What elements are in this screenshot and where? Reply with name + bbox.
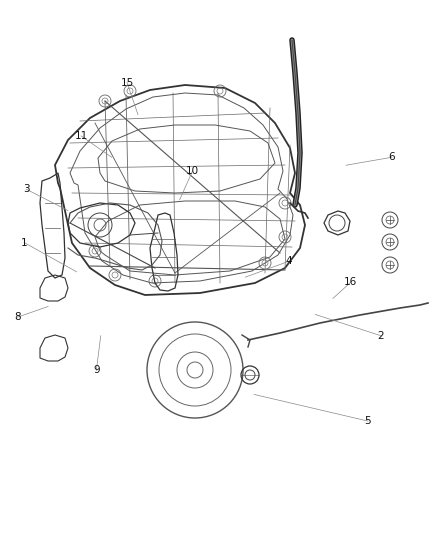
Text: 3: 3 [23, 184, 30, 194]
Text: 6: 6 [389, 152, 396, 162]
Text: 9: 9 [93, 366, 100, 375]
Text: 5: 5 [364, 416, 371, 426]
Text: 4: 4 [286, 256, 293, 266]
Text: 15: 15 [120, 78, 134, 87]
Text: 16: 16 [344, 278, 357, 287]
Text: 2: 2 [378, 331, 385, 341]
Text: 8: 8 [14, 312, 21, 322]
Text: 1: 1 [21, 238, 28, 247]
Text: 11: 11 [74, 131, 88, 141]
Text: 10: 10 [186, 166, 199, 175]
